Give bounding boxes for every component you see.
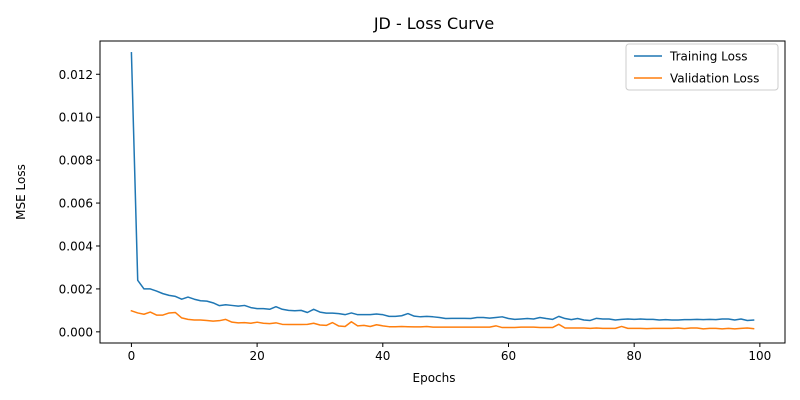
x-tick-label: 0	[128, 349, 136, 363]
y-tick-label: 0.006	[59, 197, 93, 211]
y-tick-label: 0.002	[59, 282, 93, 296]
training-loss-line	[130, 52, 755, 322]
plot-area: 0 20 40 60 80 100 0.000 0.002 0.004 0.006 0.008 0.0…	[59, 40, 786, 363]
validation-loss-line	[130, 309, 755, 330]
legend-label-training-loss: Training Loss	[669, 50, 747, 64]
legend: Training Loss Validation Loss	[625, 43, 779, 91]
y-tick-label: 0.010	[59, 111, 93, 125]
x-tick-label: 40	[375, 349, 390, 363]
y-tick-label: 0.012	[59, 68, 93, 82]
x-tick-label: 60	[501, 349, 516, 363]
legend-label-validation-loss: Validation Loss	[670, 72, 759, 86]
chart-title: JD - Loss Curve	[373, 14, 494, 33]
y-tick-label: 0.000	[59, 325, 93, 339]
y-tick-label: 0.008	[59, 154, 93, 168]
axes-frame	[99, 40, 786, 344]
y-tick-label: 0.004	[59, 239, 93, 253]
x-tick-label: 100	[748, 349, 771, 363]
x-axis-label: Epochs	[413, 371, 456, 385]
x-tick-label: 80	[627, 349, 642, 363]
legend-box	[625, 43, 779, 91]
x-tick-label: 20	[249, 349, 264, 363]
y-axis-label: MSE Loss	[14, 164, 28, 220]
